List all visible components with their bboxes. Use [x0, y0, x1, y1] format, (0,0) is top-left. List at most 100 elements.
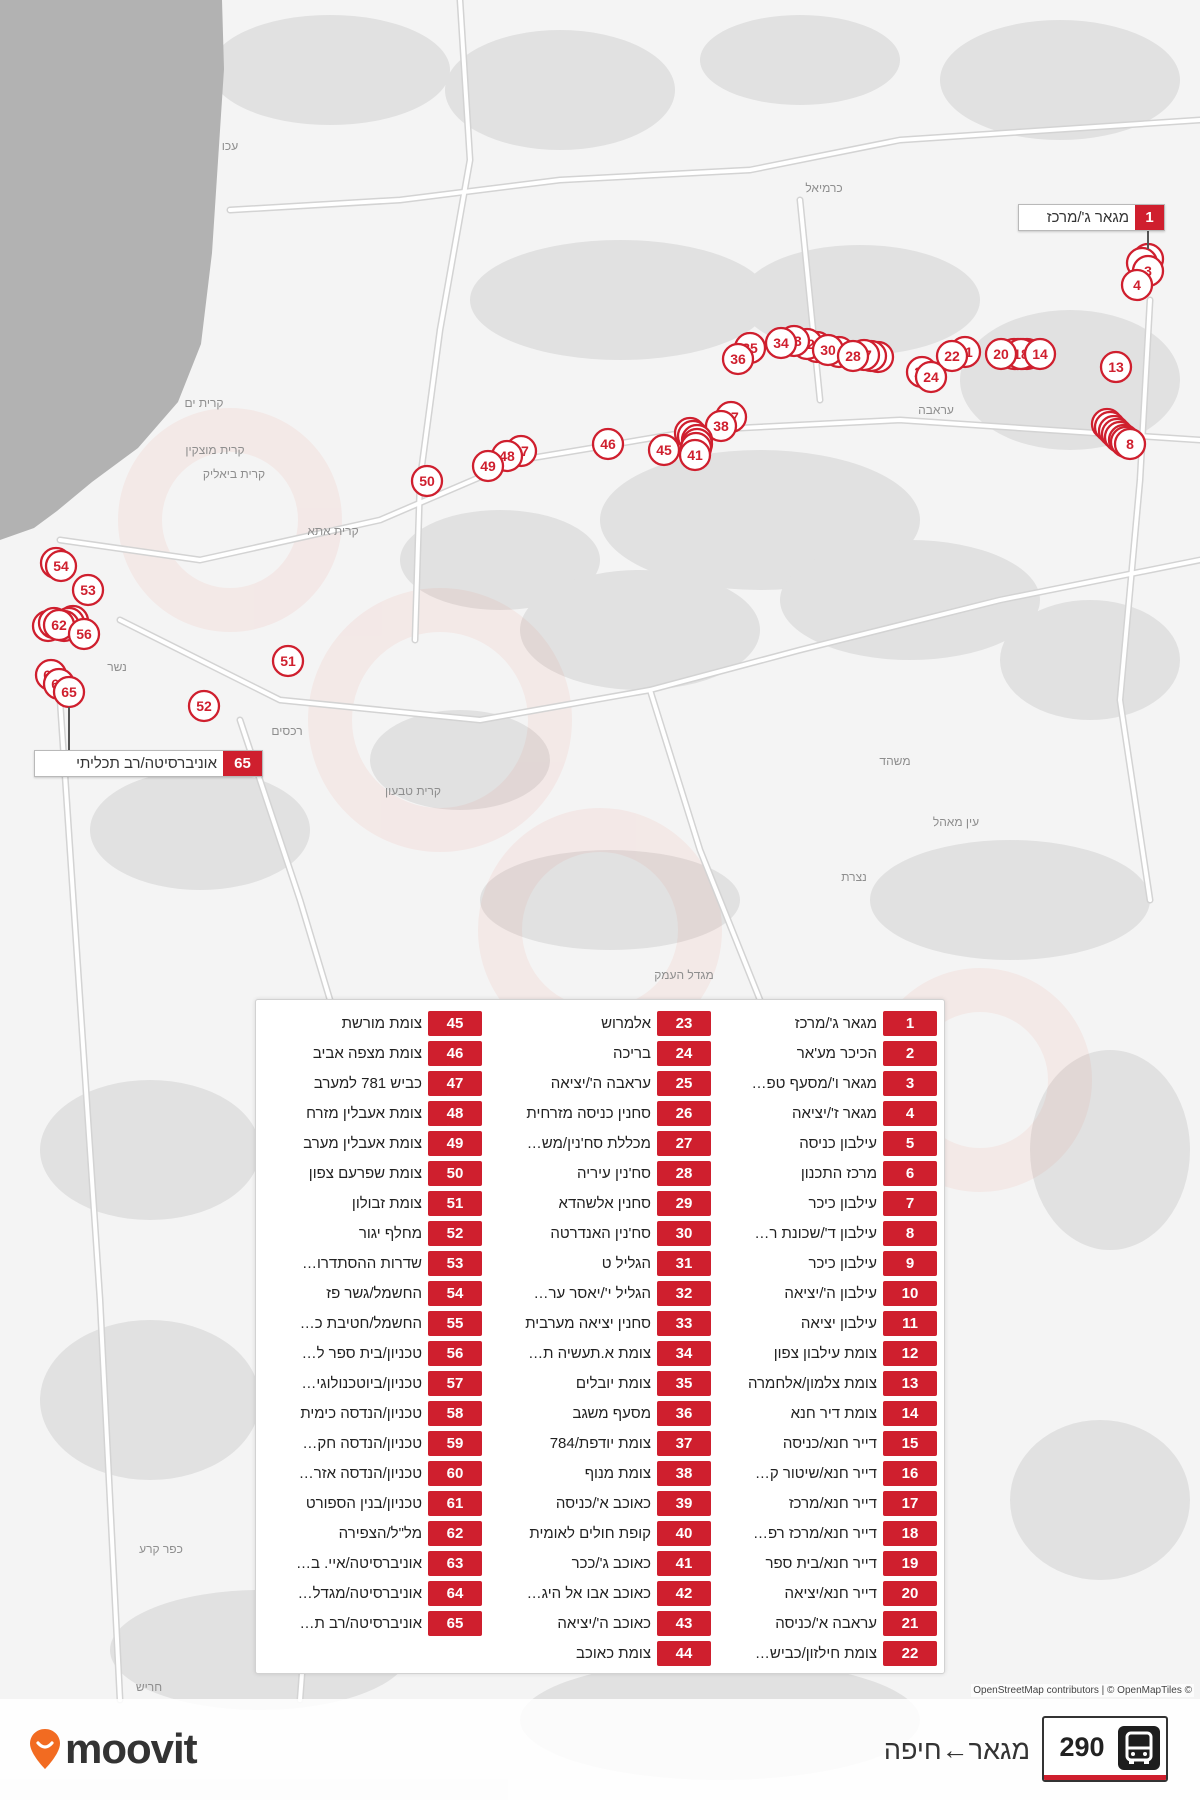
stop-number-badge: 34	[657, 1340, 711, 1366]
stop-number-badge: 30	[657, 1220, 711, 1246]
stop-name: מגאר ו'/מסעף טפ…	[751, 1074, 877, 1092]
stop-name: דייר חנא/מרכז רפ…	[752, 1524, 877, 1542]
route-stop-marker-36: 36	[721, 342, 755, 376]
route-stop-marker-28: 28	[836, 339, 870, 373]
route-stop-marker-number: 34	[773, 335, 789, 351]
stop-number-badge: 45	[428, 1010, 482, 1036]
route-stop-marker-number: 20	[993, 346, 1009, 362]
stop-number-badge: 20	[883, 1580, 937, 1606]
stop-name: החשמל/גשר פז	[326, 1284, 422, 1302]
stop-number-badge: 56	[428, 1340, 482, 1366]
map-place-label: עראבה	[918, 403, 954, 417]
stop-number-badge: 17	[883, 1490, 937, 1516]
stop-name: מגאר ג'/מרכז	[794, 1014, 877, 1032]
route-stop-marker-20: 20	[984, 337, 1018, 371]
stop-number-badge: 10	[883, 1280, 937, 1306]
stop-number-badge: 32	[657, 1280, 711, 1306]
stop-number-badge: 23	[657, 1010, 711, 1036]
route-stop-marker-circle	[1099, 350, 1133, 384]
route-stop-marker-number: 56	[76, 626, 92, 642]
route-stop-marker-24: 24	[914, 360, 948, 394]
stop-number-badge: 53	[428, 1250, 482, 1276]
stop-name: אוניברסיטה/איי. ב…	[295, 1554, 422, 1572]
stop-number-badge: 46	[428, 1040, 482, 1066]
route-stop-marker-51: 51	[271, 644, 305, 678]
map-place-labels: עכו כרמיאל עראבה קרית ים קרית מוצקין קרית ביא…	[107, 139, 979, 1694]
stop-name: עילבון כניסה	[799, 1134, 877, 1152]
stop-name: עילבון יציאה	[800, 1314, 877, 1332]
stop-name: צומת צלמון/אלחמרה	[747, 1374, 877, 1392]
stop-name: עראבה א'/כניסה	[775, 1614, 877, 1632]
route-stop-marker-circle	[471, 449, 505, 483]
route-stop-marker-38: 38	[704, 409, 738, 443]
map-attribution: OpenStreetMap contributors | © OpenMapTi…	[971, 1684, 1194, 1697]
route-stop-marker-4: 4	[1120, 268, 1154, 302]
route-stop-marker-number: 13	[1108, 359, 1124, 375]
map-place-label: קרית ביאליק	[203, 467, 265, 481]
stop-name: קופת חולים לאומית	[529, 1524, 651, 1542]
bus-icon	[1118, 1726, 1160, 1770]
stop-name: מרכז התכנון	[800, 1164, 877, 1182]
stop-number-badge: 11	[883, 1310, 937, 1336]
route-stop-marker-number: 45	[656, 442, 672, 458]
stop-name: כאוכב ג'/ככר	[571, 1554, 651, 1572]
stop-number-badge: 13	[883, 1370, 937, 1396]
stop-name: צומת כאוכב	[576, 1644, 651, 1662]
stop-number-badge: 47	[428, 1070, 482, 1096]
stop-name: עילבון כיכר	[808, 1254, 877, 1272]
stop-name: טכניון/הנדסה חק…	[302, 1434, 422, 1452]
stop-number-badge: 48	[428, 1100, 482, 1126]
stop-name: שדרות ההסתדרו…	[302, 1254, 422, 1272]
stop-name: מגאר ז'/יציאה	[791, 1104, 877, 1122]
stop-number-badge: 50	[428, 1160, 482, 1186]
route-stop-marker-number: 49	[480, 458, 496, 474]
stop-number-badge: 31	[657, 1250, 711, 1276]
route-badge: 290	[1042, 1716, 1168, 1782]
route-stop-marker-circle	[764, 326, 798, 360]
stop-number-badge: 2	[883, 1040, 937, 1066]
route-stop-marker-65: 65	[52, 675, 86, 709]
stop-name: סחנין יציאה מערבית	[525, 1314, 651, 1332]
stop-number-badge: 21	[883, 1610, 937, 1636]
stop-name: הגליל ט	[601, 1254, 651, 1272]
stop-name: טכניון/בית ספר ל…	[301, 1344, 422, 1362]
route-stop-marker-number: 52	[196, 698, 212, 714]
stop-name: טכניון/הנדסה כימית	[300, 1404, 422, 1422]
stop-number-badge: 29	[657, 1190, 711, 1216]
route-stop-marker-number: 53	[80, 582, 96, 598]
route-stop-marker-circle	[187, 689, 221, 723]
stop-number-badge: 65	[428, 1610, 482, 1636]
stop-number-badge: 51	[428, 1190, 482, 1216]
stop-number-badge: 8	[883, 1220, 937, 1246]
map-place-label: קרית טבעון	[385, 784, 441, 798]
stop-name: טכניון/ביוטכנולוגי…	[301, 1374, 422, 1392]
route-stop-marker-number: 28	[845, 348, 861, 364]
route-stop-marker-number: 65	[61, 684, 77, 700]
stop-name: דייר חנא/בית ספר	[765, 1554, 877, 1572]
stop-number-badge: 14	[883, 1400, 937, 1426]
route-stop-marker-number: 8	[1126, 436, 1134, 452]
stop-name: צומת מנוף	[584, 1464, 651, 1482]
stop-name: כביש 781 למערב	[313, 1074, 422, 1092]
route-stop-marker-53: 53	[71, 573, 105, 607]
route-stop-marker-number: 38	[713, 418, 729, 434]
stop-number-badge: 9	[883, 1250, 937, 1276]
route-stop-marker-circle	[647, 433, 681, 467]
stop-name: כאוכב אבו אל היג…	[526, 1584, 651, 1602]
stop-name: צומת זבולון	[351, 1194, 422, 1212]
route-stop-marker-number: 46	[600, 436, 616, 452]
stop-name: מכללת סח'נין/מש…	[526, 1134, 651, 1152]
stop-name: סחנין כניסה מזרחית	[526, 1104, 651, 1122]
end-stop-number: 65	[223, 751, 262, 776]
stop-name: סחנין אלשהדא	[558, 1194, 651, 1212]
map-sea	[0, 0, 224, 540]
stop-number-badge: 59	[428, 1430, 482, 1456]
route-stop-marker-number: 24	[923, 369, 939, 385]
route-stop-marker-circle	[271, 644, 305, 678]
route-number: 290	[1059, 1732, 1105, 1762]
stop-number-badge: 5	[883, 1130, 937, 1156]
stop-name: מחלף יגור	[358, 1224, 422, 1242]
route-stop-marker-8: 8	[1113, 427, 1147, 461]
stop-number-badge: 3	[883, 1070, 937, 1096]
stop-name: דייר חנא/שיטור ק…	[754, 1464, 877, 1482]
